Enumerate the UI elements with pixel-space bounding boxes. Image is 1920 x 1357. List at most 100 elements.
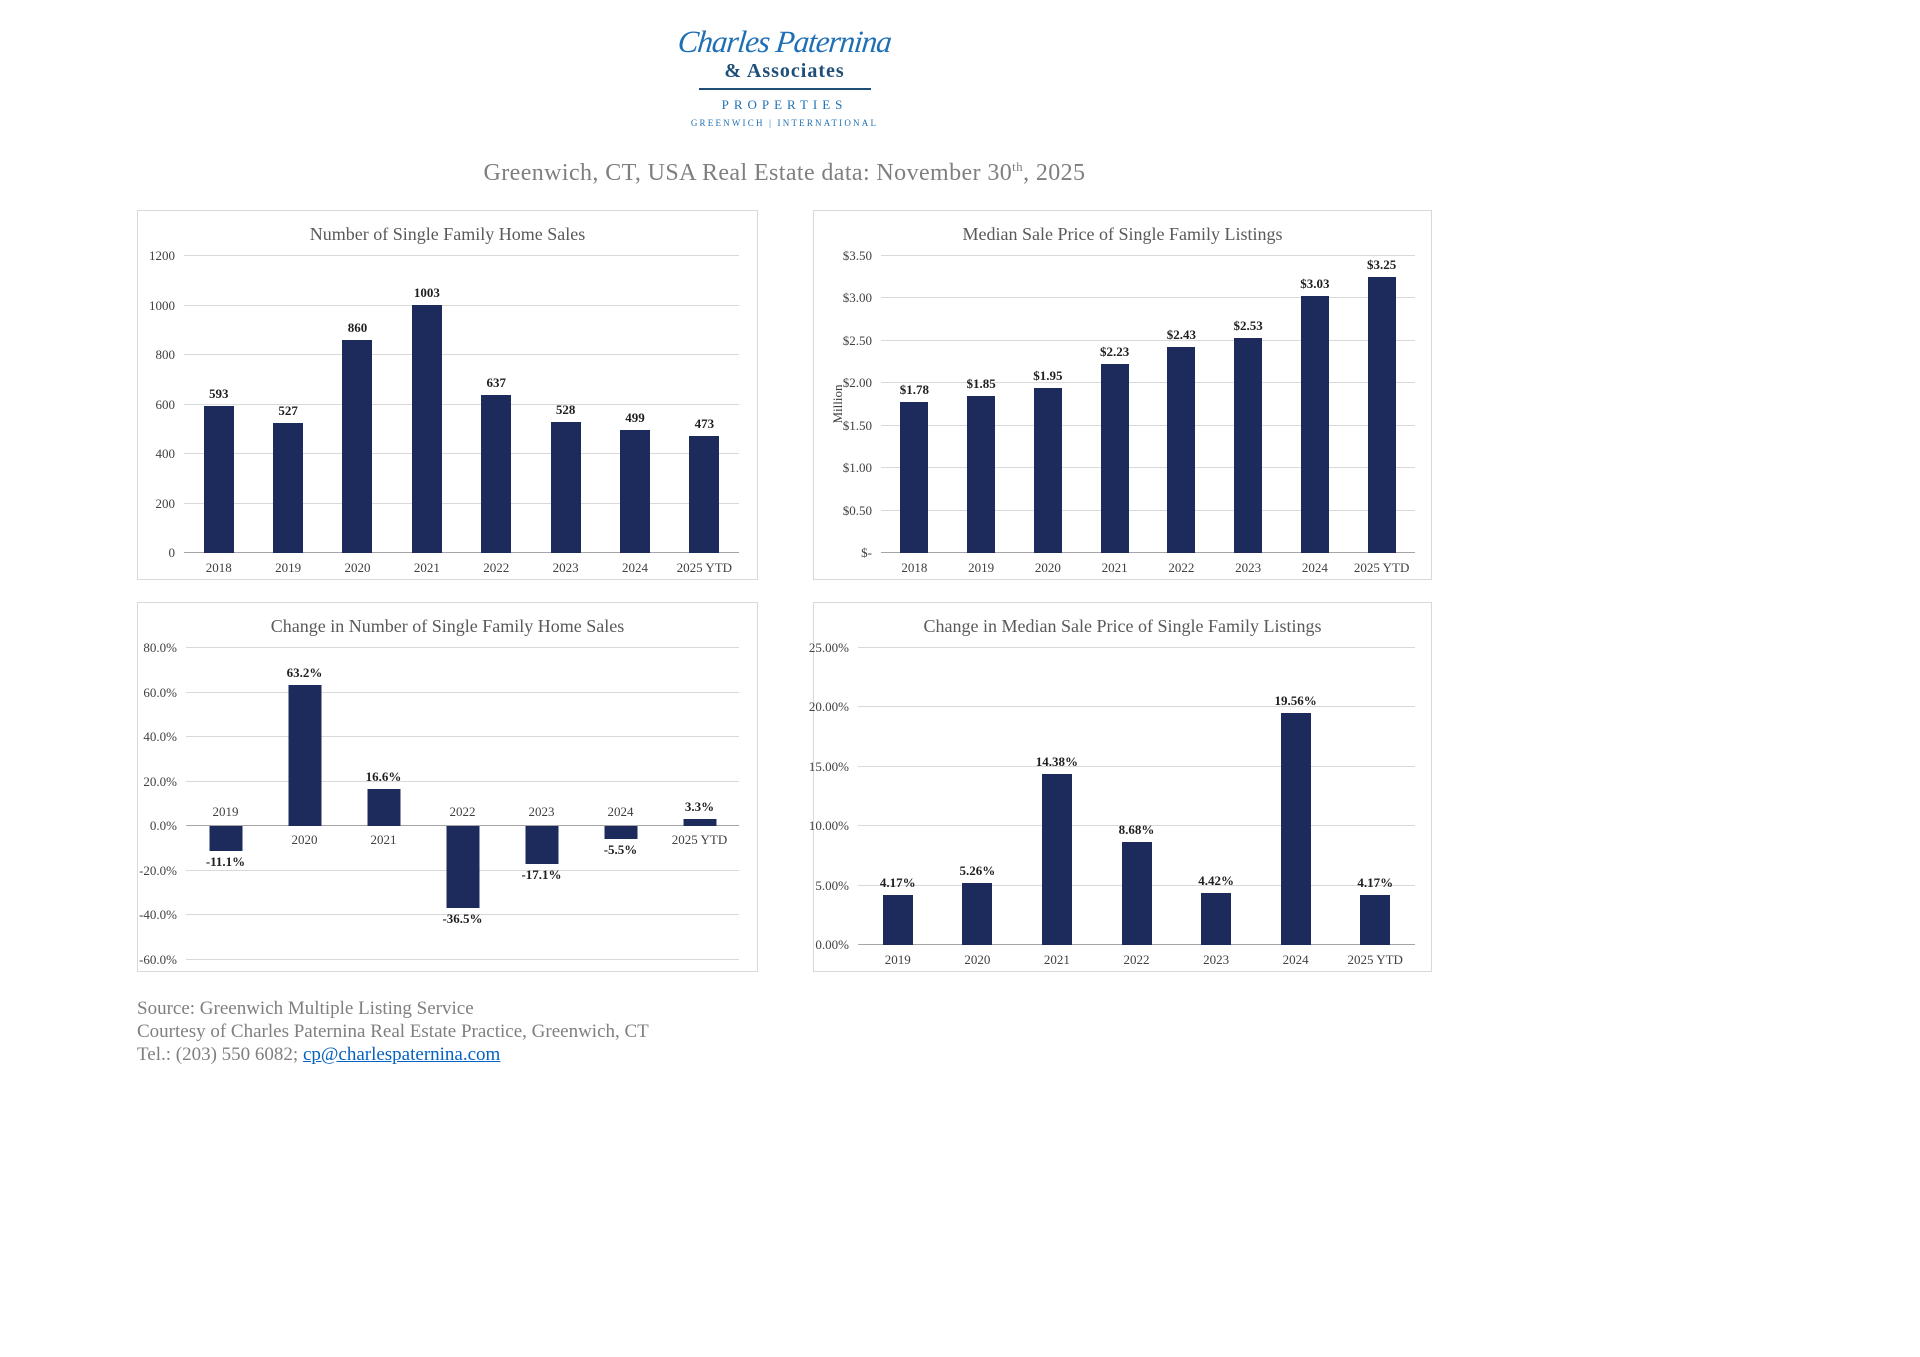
bar-value-label: 19.56% [1274, 692, 1317, 708]
bar-value-label: 5.26% [959, 862, 996, 878]
bar-value-label: 3.3% [684, 798, 715, 814]
charts-grid: Number of Single Family Home Sales 0 200 4… [137, 210, 1432, 972]
bar-value-label: 63.2% [286, 665, 323, 681]
bar [1360, 895, 1391, 945]
gridline [881, 509, 1415, 511]
x-axis-tick-label: 2024 [1282, 952, 1309, 967]
logo-divider [698, 88, 871, 90]
bar-value-label: 4.17% [879, 875, 916, 891]
gridline [881, 424, 1415, 426]
y-axis-tick-label: $3.00 [842, 290, 872, 306]
x-axis-tick-label: 2025 YTD [671, 832, 728, 848]
bar [273, 422, 304, 553]
bar-value-label: 860 [347, 320, 368, 336]
y-axis-tick-label: $- [861, 545, 872, 560]
bar-value-label: $3.03 [1300, 275, 1330, 291]
page-title-text: Greenwich, CT, USA Real Estate data: Nov… [483, 160, 1013, 186]
bar-value-label: $2.53 [1233, 318, 1263, 334]
x-axis-tick-label: 2025 YTD [1353, 560, 1410, 575]
bar-value-label: 8.68% [1118, 821, 1155, 837]
bar-value-label: -36.5% [442, 910, 483, 926]
source-line: Source: Greenwich Multiple Listing Servi… [137, 998, 474, 1019]
x-axis-tick-label: 2020 [1034, 560, 1061, 575]
email-link[interactable]: cp@charlespaternina.com [302, 1044, 501, 1065]
y-axis-tick-label: 0.00% [815, 937, 849, 952]
contact-line: Tel.: (203) 550 6082; cp@charlespaternin… [137, 1043, 649, 1066]
gridline [184, 453, 739, 454]
bar [446, 826, 479, 908]
x-axis-tick-label: 2023 [528, 804, 555, 820]
y-axis-tick-label: 20.0% [143, 773, 177, 789]
gridline [184, 354, 739, 355]
x-axis-tick-label: 2024 [1301, 560, 1328, 575]
bar [604, 826, 637, 839]
bar [1121, 841, 1152, 945]
chart-home-sales-change: Change in Number of Single Family Home S… [137, 602, 758, 972]
x-axis-tick-label: 2023 [1203, 952, 1230, 967]
y-axis-tick-label: 5.00% [815, 877, 849, 893]
chart-median-price-change: Change in Median Sale Price of Single Fa… [809, 602, 1432, 972]
bar-value-label: $2.23 [1100, 343, 1130, 359]
plot-area: 0 200 400 600 800 1000 1200 593 2018 527 2019 860 20… [149, 248, 739, 575]
y-axis-tick-label: 0.0% [149, 818, 177, 834]
y-axis-tick-label: 400 [155, 446, 176, 461]
bar-value-label: $1.85 [966, 376, 996, 392]
bar-value-label: 16.6% [365, 769, 402, 785]
bar-value-label: 527 [278, 402, 298, 418]
y-axis-tick-label: 1000 [149, 297, 175, 313]
chart-title: Number of Single Family Home Sales [309, 224, 586, 244]
bar-value-label: 499 [625, 409, 645, 425]
gridline [858, 706, 1415, 708]
bar [1367, 277, 1396, 553]
y-axis-tick-label: $0.50 [842, 502, 872, 518]
bar-value-label: 4.17% [1357, 875, 1394, 891]
x-axis-tick-label: 2019 [968, 560, 995, 575]
y-axis-tick-label: 600 [155, 396, 176, 412]
gridline [186, 914, 739, 916]
bar-value-label: 473 [694, 415, 715, 431]
y-axis-tick-label: 15.00% [808, 758, 849, 774]
bar-value-label: -5.5% [603, 841, 638, 857]
x-axis-tick-label: 2021 [413, 560, 440, 575]
chart-title: Change in Median Sale Price of Single Fa… [923, 616, 1322, 636]
gridline [881, 382, 1415, 384]
bar [288, 685, 321, 827]
y-axis-tick-label: 60.0% [143, 684, 177, 700]
bar [1033, 387, 1062, 553]
plot-area: $- $0.50 $1.00 $1.50 $2.00 $2.50 $3.00 $3.50 $1.… [843, 248, 1415, 575]
y-axis-tick-label: -60.0% [139, 952, 177, 967]
company-logo: Charles Paternina & Associates PROPERTIE… [137, 18, 1432, 128]
bar [481, 395, 512, 553]
logo-associates-text: & Associates [724, 60, 845, 82]
logo-signature-text: Charles Paternina [676, 24, 893, 59]
x-axis-tick-label: 2025 YTD [1347, 952, 1403, 967]
y-axis-tick-label: 25.00% [808, 640, 849, 655]
bar-value-label: 637 [486, 375, 506, 391]
page-title-superscript: th [1012, 159, 1024, 174]
y-axis-tick-label: 0 [168, 545, 176, 560]
y-axis-tick-label: $2.00 [842, 375, 872, 391]
report-content: Charles Paternina & Associates PROPERTIE… [137, 0, 1432, 1357]
bar-value-label: 593 [208, 386, 229, 402]
bar [882, 895, 913, 945]
gridline [881, 339, 1415, 341]
y-axis-tick-label: 1200 [149, 248, 175, 263]
bar [683, 818, 716, 827]
x-axis-tick-label: 2020 [291, 832, 318, 848]
bar [689, 435, 720, 553]
x-axis-tick-label: 2022 [449, 804, 476, 820]
gridline [186, 647, 739, 648]
y-axis-tick-label: -20.0% [139, 862, 177, 878]
x-axis-tick-label: 2019 [884, 952, 911, 967]
y-axis-tick-label: $1.00 [842, 460, 872, 476]
x-axis-tick-label: 2018 [901, 560, 928, 575]
y-axis-tick-label: 20.00% [808, 699, 849, 715]
bar [1041, 774, 1072, 945]
bar [1280, 712, 1311, 945]
bar [342, 340, 373, 553]
bar [203, 406, 234, 553]
bar [367, 789, 400, 827]
y-axis-tick-label: 40.0% [143, 729, 177, 745]
gridline [184, 552, 739, 553]
bar [967, 396, 996, 553]
